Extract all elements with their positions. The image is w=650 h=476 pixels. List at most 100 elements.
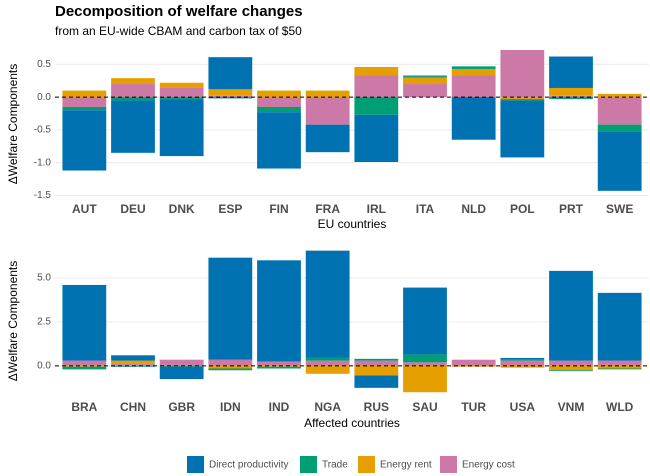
bar-segment (257, 90, 301, 98)
bar-segment (403, 365, 447, 393)
bar-segment (549, 56, 593, 88)
bar-segment (500, 360, 545, 366)
x-tick-label: ESP (218, 202, 242, 216)
legend-label: Direct productivity (209, 460, 288, 471)
bar-segment (500, 97, 545, 100)
bar-segment (111, 78, 155, 85)
chart-title: Decomposition of welfare changes (55, 3, 303, 20)
bar-segment (354, 75, 399, 98)
x-tick-label: WLD (606, 400, 634, 414)
bar-segment (354, 97, 399, 115)
bar-segment (597, 368, 642, 370)
bar-segment (354, 375, 399, 388)
y-tick-label: 5.0 (37, 273, 51, 284)
bar-segment (208, 89, 253, 96)
bar-segment (62, 360, 107, 366)
legend-label: Energy rent (380, 460, 432, 471)
x-tick-label: SAU (412, 400, 437, 414)
bar-segment (403, 84, 447, 98)
x-tick-label: VNM (558, 400, 585, 414)
x-tick-label: USA (510, 400, 536, 414)
bar-segment (549, 95, 593, 98)
x-tick-label: TUR (461, 400, 486, 414)
x-tick-label: FIN (269, 202, 288, 216)
y-tick-label: -1.0 (34, 157, 52, 168)
y-tick-label: -0.5 (34, 125, 52, 136)
y-tick-label: 0.0 (37, 360, 51, 371)
bar-segment (403, 76, 447, 78)
bar-segment (208, 368, 253, 371)
bar-segment (451, 97, 496, 140)
y-tick-label: 2.5 (37, 317, 51, 328)
bar-segment (257, 260, 301, 362)
bar-segment (257, 361, 301, 366)
bar-segment (62, 106, 107, 111)
bar-segment (549, 97, 593, 100)
bar-segment (597, 131, 642, 191)
bar-segment (257, 106, 301, 113)
bar-segment (111, 364, 155, 366)
chart-subtitle: from an EU-wide CBAM and carbon tax of $… (55, 24, 302, 38)
x-tick-label: ITA (416, 202, 435, 216)
bar-segment (208, 365, 253, 369)
bar-segment (62, 90, 107, 98)
bar-segment (257, 366, 301, 369)
x-tick-label: GBR (168, 400, 195, 414)
x-tick-label: NGA (314, 400, 341, 414)
bar-segment (159, 366, 204, 380)
bar-segment (208, 97, 253, 99)
legend-swatch (440, 456, 457, 473)
bar-segment (549, 87, 593, 96)
bar-segment (305, 97, 350, 125)
bar-segment (500, 49, 545, 98)
bar-segment (305, 360, 350, 366)
bar-segment (403, 362, 447, 366)
bar-segment (354, 365, 399, 376)
bar-segment (111, 355, 155, 361)
bar-segment (354, 358, 399, 361)
bar-segment (208, 57, 253, 90)
bar-segment (257, 112, 301, 169)
bar-segment (305, 357, 350, 361)
bar-segment (549, 370, 593, 372)
x-tick-label: IDN (220, 400, 241, 414)
y-axis-title: ΔWelfare Components (6, 64, 20, 185)
bar-segment (403, 75, 447, 77)
bar-segment (111, 97, 155, 101)
bar-segment (257, 97, 301, 107)
y-tick-label: 0.5 (37, 59, 51, 70)
legend-label: Energy cost (462, 460, 515, 471)
bar-segment (62, 366, 107, 370)
bar-segment (62, 110, 107, 171)
bar-segment (403, 354, 447, 363)
bar-segment (500, 359, 545, 361)
x-tick-label: FRA (315, 202, 340, 216)
bar-segment (597, 360, 642, 366)
bar-segment (451, 365, 496, 367)
x-tick-label: IRL (367, 202, 386, 216)
bar-segment (451, 66, 496, 69)
bar-segment (305, 365, 350, 374)
legend-swatch (187, 456, 204, 473)
x-tick-label: PRT (559, 202, 584, 216)
y-tick-label: -1.5 (34, 190, 52, 201)
bar-segment (159, 97, 204, 100)
bar-segment (500, 365, 545, 368)
bar-segment (208, 257, 253, 360)
bar-segment (500, 100, 545, 158)
bar-segment (208, 95, 253, 98)
x-axis-title: EU countries (318, 217, 387, 231)
bar-segment (549, 365, 593, 371)
bar-segment (500, 357, 545, 360)
bar-segment (597, 292, 642, 361)
x-tick-label: IND (269, 400, 290, 414)
bar-segment (597, 93, 642, 98)
legend-label: Trade (322, 460, 348, 471)
bar-segment (111, 100, 155, 153)
bar-segment (549, 360, 593, 366)
bar-segment (354, 360, 399, 366)
bar-segment (159, 99, 204, 157)
bar-segment (597, 97, 642, 125)
bar-segment (451, 75, 496, 98)
